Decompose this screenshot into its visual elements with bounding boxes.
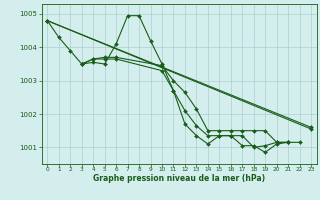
X-axis label: Graphe pression niveau de la mer (hPa): Graphe pression niveau de la mer (hPa) [93,174,265,183]
